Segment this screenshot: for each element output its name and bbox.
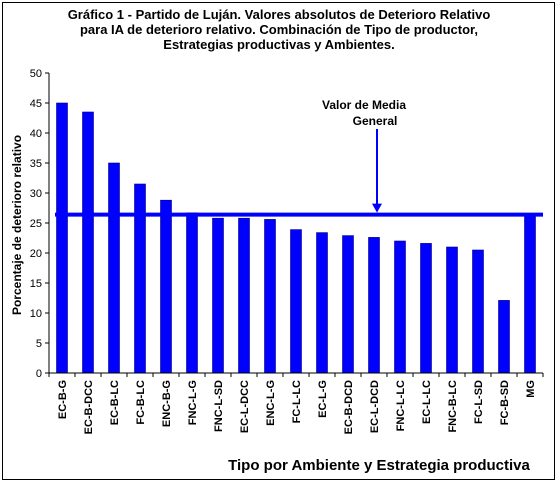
- title-line-1: Gráfico 1 - Partido de Luján. Valores ab…: [68, 7, 491, 22]
- bar: [472, 249, 484, 374]
- bar: [524, 213, 536, 374]
- y-axis-title: Porcentaje de deterioro relativo: [10, 135, 24, 315]
- x-category-label: FNC-L-G: [187, 380, 199, 425]
- y-axis-ticks: 0 5 10 15 20 25 30 35 40 45 50: [30, 68, 49, 380]
- x-category-label: EC-L-LC: [421, 380, 433, 424]
- bar: [316, 232, 328, 374]
- reference-line-group: [55, 129, 543, 217]
- y-tick-label: 20: [30, 248, 42, 260]
- y-tick-label: 40: [30, 128, 42, 140]
- x-category-label: EC-B-LC: [109, 380, 121, 425]
- chart-title: Gráfico 1 - Partido de Luján. Valores ab…: [68, 7, 491, 52]
- bar: [134, 183, 146, 374]
- x-category-label: EC-B-G: [57, 380, 69, 419]
- x-category-label: ENC-L-G: [265, 380, 277, 426]
- bar: [56, 102, 68, 374]
- bar: [342, 235, 354, 374]
- x-category-label: FC-B-SD: [499, 380, 511, 425]
- x-category-label: EC-L-DCC: [239, 380, 251, 433]
- y-tick-label: 45: [30, 98, 42, 110]
- y-tick-label: 10: [30, 308, 42, 320]
- x-category-label: EC-B-DCC: [83, 380, 95, 434]
- x-category-label: MG: [525, 380, 537, 398]
- bar: [368, 237, 380, 374]
- y-tick-label: 25: [30, 218, 42, 230]
- x-category-label: FC-B-LC: [135, 380, 147, 425]
- bar: [82, 111, 94, 374]
- x-category-label: EC-L-DCD: [369, 380, 381, 433]
- reference-arrow-head: [372, 203, 382, 213]
- bar: [394, 240, 406, 374]
- x-category-label: ENC-B-G: [161, 380, 173, 427]
- reference-label-line-2: General: [353, 114, 398, 128]
- bar: [498, 300, 510, 374]
- title-line-3: Estrategias productivas y Ambientes.: [163, 37, 394, 52]
- x-axis-labels: EC-B-G EC-B-DCC EC-B-LC FC-B-LC ENC-B-G FNC-L…: [57, 380, 537, 434]
- y-tick-label: 5: [36, 338, 42, 350]
- bar: [420, 243, 432, 374]
- y-tick-label: 15: [30, 278, 42, 290]
- y-tick-label: 30: [30, 188, 42, 200]
- x-category-label: EC-B-DCD: [343, 380, 355, 434]
- y-tick-label: 35: [30, 158, 42, 170]
- x-category-label: FNC-B-LC: [447, 380, 459, 433]
- x-category-label: FC-L-SD: [473, 380, 485, 424]
- title-line-2: para IA de deterioro relativo. Combinaci…: [80, 22, 478, 37]
- reference-label-line-1: Valor de Media: [322, 98, 406, 112]
- chart-frame: Gráfico 1 - Partido de Luján. Valores ab…: [2, 2, 555, 480]
- bar: [212, 217, 224, 374]
- x-category-label: FNC-L-SD: [213, 380, 225, 432]
- bar-chart: Gráfico 1 - Partido de Luján. Valores ab…: [10, 7, 544, 474]
- bar: [186, 212, 198, 374]
- y-tick-label: 0: [36, 368, 42, 380]
- x-axis-title: Tipo por Ambiente y Estrategia productiv…: [228, 457, 530, 474]
- bar: [160, 199, 172, 374]
- bars: [56, 102, 536, 374]
- x-category-label: FNC-L-LC: [395, 380, 407, 431]
- bar: [446, 246, 458, 374]
- y-tick-label: 50: [30, 68, 42, 80]
- axes: [48, 73, 544, 377]
- bar: [108, 162, 120, 374]
- x-category-label: FC-L-LC: [291, 380, 303, 423]
- x-category-label: EC-L-G: [317, 380, 329, 418]
- bar: [264, 219, 276, 374]
- bar: [238, 217, 250, 374]
- bar: [290, 229, 302, 374]
